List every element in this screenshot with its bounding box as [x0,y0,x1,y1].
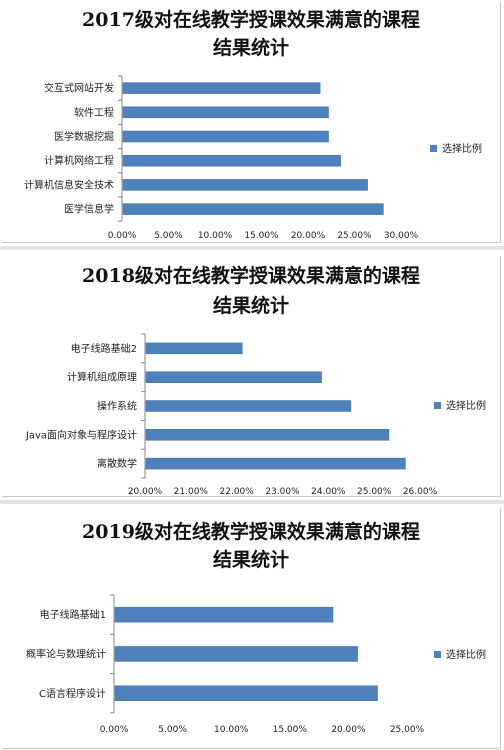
category-label: 概率论与数理统计 [26,647,106,660]
x-tick-label: 15.00% [273,725,308,735]
x-tick-label: 30.00% [384,231,419,241]
legend-label: 选择比例 [446,648,486,661]
bar [122,82,321,94]
bar [114,685,378,701]
category-label: 电子线路基础1 [40,608,106,621]
chart-panel-2018: 2018级对在线教学授课效果满意的课程 结果统计电子线路基础2 计算机组成原理操作系… [2,256,501,497]
category-label: 电子线路基础2 [71,342,137,355]
legend-swatch [434,402,441,409]
chart-title: 2017级对在线教学授课效果满意的课程 [82,8,420,31]
chart-panel-2019: 2019级对在线教学授课效果满意的课程 结果统计电子线路基础1 概率论与数理统计 C语… [2,508,501,749]
panel-divider [0,500,504,504]
category-label: C语言程序设计 [39,687,106,700]
category-label: Java面向对象与程序设计 [25,428,137,441]
x-tick-label: 5.00% [158,725,187,735]
x-tick-label: 15.00% [244,231,279,241]
x-tick-label: 25.00% [390,725,425,735]
legend-swatch [430,145,437,152]
chart-subtitle: 结果统计 [213,36,289,59]
category-label: 软件工程 [74,106,114,119]
legend-label: 选择比例 [446,399,486,412]
legend-swatch [434,651,441,658]
x-tick-label: 20.00% [291,231,326,241]
chart-panel-2017: 2017级对在线教学授课效果满意的课程 结果统计交互式网站开发软件工程医学数据挖掘… [2,2,501,243]
legend-label: 选择比例 [442,142,482,155]
chart-subtitle: 结果统计 [213,294,289,317]
x-tick-label: 10.00% [198,231,233,241]
bar [145,457,406,470]
chart-title: 2018级对在线教学授课效果满意的课程 [82,264,420,287]
bar [145,429,390,441]
category-label: 交互式网站开发 [44,82,114,95]
x-tick-label: 23.00% [265,487,300,496]
panel-divider [0,246,504,250]
bar [122,179,368,191]
category-label: 离散数学 [97,457,137,470]
bar [114,606,334,623]
bar [145,400,352,412]
x-tick-label: 25.00% [357,487,392,496]
x-tick-label: 10.00% [214,725,249,735]
category-label: 计算机信息安全技术 [24,178,114,191]
x-tick-label: 5.00% [154,231,183,241]
bar [145,342,243,355]
x-tick-label: 25.00% [337,231,372,241]
category-label: 医学信息学 [64,203,114,216]
category-label: 计算机网络工程 [44,154,114,167]
category-label: 计算机组成原理 [67,371,137,384]
bar [122,154,341,167]
x-tick-label: 21.00% [174,487,209,496]
x-tick-label: 20.00% [331,725,366,735]
x-tick-label: 24.00% [311,487,346,496]
bar [145,371,322,383]
bar [122,203,384,215]
bar [122,106,329,119]
chart-subtitle: 结果统计 [213,548,289,571]
x-tick-label: 0.00% [108,231,137,241]
category-label: 医学数据挖掘 [54,130,114,143]
bar-chart-2017: 2017级对在线教学授课效果满意的课程结果统计交互式网站开发软件工程医学数据挖掘… [24,8,482,241]
x-tick-label: 0.00% [100,725,129,735]
x-tick-label: 20.00% [128,487,163,496]
x-tick-label: 22.00% [220,487,255,496]
bar [122,130,329,143]
x-tick-label: 26.00% [403,487,438,496]
bar [114,646,358,662]
chart-title: 2019级对在线教学授课效果满意的课程 [82,520,420,543]
category-label: 操作系统 [97,400,137,413]
